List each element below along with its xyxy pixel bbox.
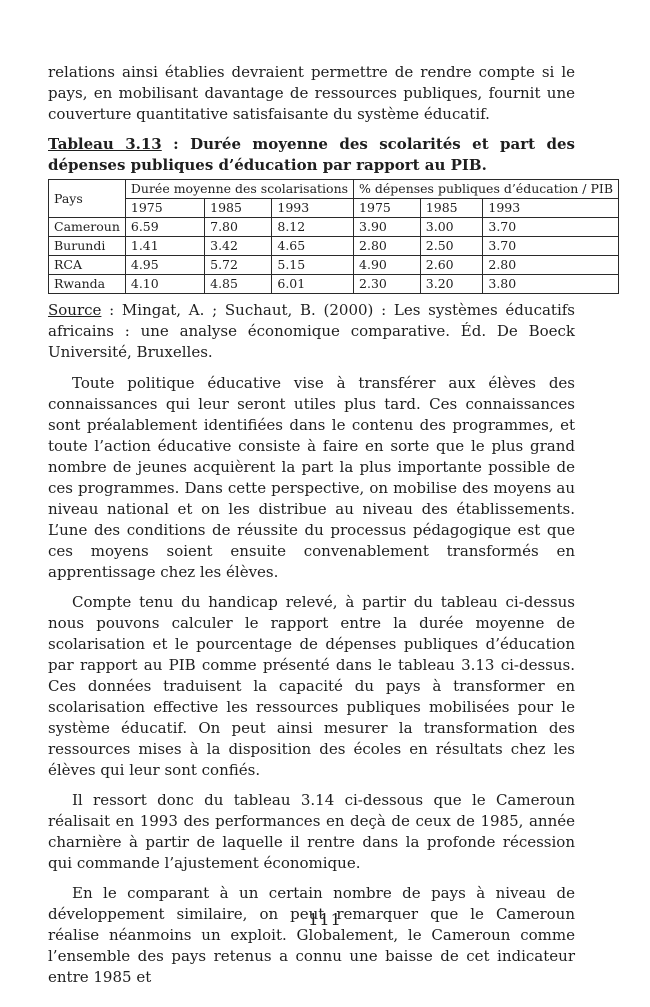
cell-pays: RCA — [48, 255, 126, 275]
column-group-duree: Durée moyenne des scolarisations — [124, 179, 355, 199]
cell-value: 4.95 — [124, 255, 206, 275]
table-row: Rwanda 4.10 4.85 6.01 2.30 3.20 3.80 — [48, 274, 620, 294]
year-header: 1975 — [124, 198, 206, 218]
cell-value: 3.90 — [353, 217, 421, 237]
paragraph-2: Compte tenu du handicap relevé, à partir… — [48, 593, 575, 779]
cell-value: 5.72 — [204, 255, 273, 275]
table-year-row: 1975 1985 1993 1975 1985 1993 — [49, 198, 620, 218]
year-header: 1985 — [419, 198, 484, 218]
cell-value: 2.60 — [419, 255, 484, 275]
table-caption: Tableau 3.13 : Durée moyenne des scolari… — [48, 134, 575, 176]
cell-value: 2.30 — [353, 274, 421, 294]
column-header-pays: Pays — [48, 179, 126, 218]
cell-value: 5.15 — [271, 255, 355, 275]
cell-value: 6.59 — [124, 217, 206, 237]
cell-value: 4.65 — [271, 236, 355, 256]
year-header: 1985 — [204, 198, 273, 218]
table-caption-text: : Durée moyenne des scolarités et part d… — [48, 135, 575, 174]
column-group-depenses: % dépenses publiques d’éducation / PIB — [353, 179, 620, 199]
cell-value: 6.01 — [271, 274, 355, 294]
cell-pays: Cameroun — [48, 217, 126, 237]
cell-value: 1.41 — [124, 236, 206, 256]
source-note: Source : Mingat, A. ; Suchaut, B. (2000)… — [48, 300, 575, 363]
cell-value: 3.80 — [482, 274, 620, 294]
cell-pays: Burundi — [48, 236, 126, 256]
cell-value: 4.90 — [353, 255, 421, 275]
source-text: : Mingat, A. ; Suchaut, B. (2000) : Les … — [48, 301, 575, 361]
cell-value: 8.12 — [271, 217, 355, 237]
table-row: Burundi 1.41 3.42 4.65 2.80 2.50 3.70 — [48, 236, 620, 256]
cell-pays: Rwanda — [48, 274, 126, 294]
year-header: 1993 — [271, 198, 355, 218]
year-header: 1993 — [482, 198, 620, 218]
cell-value: 3.42 — [204, 236, 273, 256]
paragraph-4: En le comparant à un certain nombre de p… — [48, 884, 575, 986]
cell-value: 2.80 — [353, 236, 421, 256]
cell-value: 3.70 — [482, 217, 620, 237]
cell-value: 4.10 — [124, 274, 206, 294]
cell-value: 3.70 — [482, 236, 620, 256]
cell-value: 2.50 — [419, 236, 484, 256]
cell-value: 4.85 — [204, 274, 273, 294]
paragraph-3: Il ressort donc du tableau 3.14 ci-desso… — [48, 791, 575, 872]
cell-value: 3.20 — [419, 274, 484, 294]
table-header-row: Pays Durée moyenne des scolarisations % … — [48, 179, 620, 218]
data-table: Pays Durée moyenne des scolarisations % … — [48, 179, 620, 294]
page-number: 111 — [308, 910, 342, 929]
year-header: 1975 — [353, 198, 421, 218]
paragraph-intro: relations ainsi établies devraient perme… — [48, 63, 575, 123]
table-row: RCA 4.95 5.72 5.15 4.90 2.60 2.80 — [48, 255, 620, 275]
cell-value: 2.80 — [482, 255, 620, 275]
paragraph-1: Toute politique éducative vise à transfé… — [48, 374, 575, 581]
table-caption-label: Tableau 3.13 — [48, 135, 162, 153]
cell-value: 7.80 — [204, 217, 273, 237]
cell-value: 3.00 — [419, 217, 484, 237]
table-row: Cameroun 6.59 7.80 8.12 3.90 3.00 3.70 — [48, 217, 620, 237]
source-label: Source — [48, 301, 102, 319]
